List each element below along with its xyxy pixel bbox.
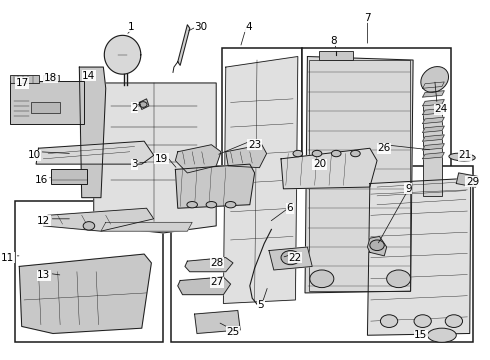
Text: 9: 9 xyxy=(405,184,412,194)
Text: 20: 20 xyxy=(313,159,326,169)
Text: 21: 21 xyxy=(459,150,472,160)
Polygon shape xyxy=(178,25,190,66)
Polygon shape xyxy=(423,108,444,115)
Text: 29: 29 xyxy=(466,177,479,187)
Polygon shape xyxy=(368,237,387,256)
Ellipse shape xyxy=(421,67,448,92)
Text: 5: 5 xyxy=(258,300,264,310)
Polygon shape xyxy=(223,57,298,303)
Bar xyxy=(222,48,302,316)
Bar xyxy=(10,75,40,83)
Polygon shape xyxy=(269,247,312,270)
Polygon shape xyxy=(178,277,231,294)
Bar xyxy=(50,170,87,184)
Text: 23: 23 xyxy=(248,140,261,150)
Polygon shape xyxy=(423,153,444,159)
Ellipse shape xyxy=(293,150,303,157)
Polygon shape xyxy=(139,99,149,109)
Polygon shape xyxy=(19,254,151,333)
Text: 2: 2 xyxy=(131,103,138,113)
Polygon shape xyxy=(175,164,255,208)
Circle shape xyxy=(281,251,300,265)
Polygon shape xyxy=(368,178,471,335)
Ellipse shape xyxy=(206,202,217,208)
Polygon shape xyxy=(36,141,154,164)
Circle shape xyxy=(139,102,147,107)
Ellipse shape xyxy=(312,150,322,157)
Polygon shape xyxy=(226,145,267,168)
Text: 12: 12 xyxy=(37,216,50,226)
Polygon shape xyxy=(104,35,141,74)
Bar xyxy=(319,51,353,60)
Text: 1: 1 xyxy=(128,22,135,32)
Text: 27: 27 xyxy=(210,277,223,287)
Circle shape xyxy=(310,270,334,288)
Text: 15: 15 xyxy=(414,330,427,340)
Polygon shape xyxy=(423,126,444,132)
Text: 24: 24 xyxy=(435,104,448,114)
Polygon shape xyxy=(423,135,444,141)
Text: 10: 10 xyxy=(28,150,41,160)
Circle shape xyxy=(380,315,398,328)
Bar xyxy=(43,75,59,81)
Text: 13: 13 xyxy=(37,270,50,280)
Ellipse shape xyxy=(449,153,475,161)
Polygon shape xyxy=(456,173,478,187)
Polygon shape xyxy=(79,67,106,198)
Polygon shape xyxy=(423,82,444,88)
Bar xyxy=(302,48,451,316)
Polygon shape xyxy=(43,208,154,231)
Ellipse shape xyxy=(351,150,360,157)
Ellipse shape xyxy=(187,202,197,208)
Circle shape xyxy=(414,315,431,328)
Polygon shape xyxy=(101,222,192,231)
Polygon shape xyxy=(305,57,413,293)
Bar xyxy=(10,81,84,123)
Text: 17: 17 xyxy=(16,78,29,88)
Text: 11: 11 xyxy=(1,253,15,262)
Polygon shape xyxy=(185,258,233,272)
Text: 14: 14 xyxy=(82,71,96,81)
Circle shape xyxy=(83,222,95,230)
Text: 18: 18 xyxy=(44,73,57,83)
Text: 16: 16 xyxy=(35,175,48,185)
Text: 7: 7 xyxy=(364,13,371,23)
Text: 4: 4 xyxy=(245,22,252,32)
Polygon shape xyxy=(175,145,221,173)
Bar xyxy=(309,60,410,291)
Text: 28: 28 xyxy=(210,258,223,268)
Ellipse shape xyxy=(427,328,456,342)
Text: 3: 3 xyxy=(131,159,138,169)
Circle shape xyxy=(445,315,463,328)
Circle shape xyxy=(370,240,384,251)
Text: 22: 22 xyxy=(288,253,301,262)
Text: 25: 25 xyxy=(226,327,240,337)
Circle shape xyxy=(387,270,411,288)
Bar xyxy=(423,104,442,196)
Text: 26: 26 xyxy=(378,143,391,153)
Bar xyxy=(171,166,473,342)
Polygon shape xyxy=(281,148,377,189)
Bar xyxy=(15,201,163,342)
Polygon shape xyxy=(423,144,444,150)
Polygon shape xyxy=(195,311,240,333)
Polygon shape xyxy=(94,83,216,233)
Text: 19: 19 xyxy=(155,154,168,164)
Polygon shape xyxy=(423,117,444,123)
Ellipse shape xyxy=(331,150,341,157)
Text: 6: 6 xyxy=(286,203,293,213)
Polygon shape xyxy=(423,91,444,97)
Text: 30: 30 xyxy=(195,22,208,32)
Bar xyxy=(31,102,60,113)
Polygon shape xyxy=(423,100,444,106)
Ellipse shape xyxy=(225,202,236,208)
Text: 8: 8 xyxy=(331,36,337,46)
